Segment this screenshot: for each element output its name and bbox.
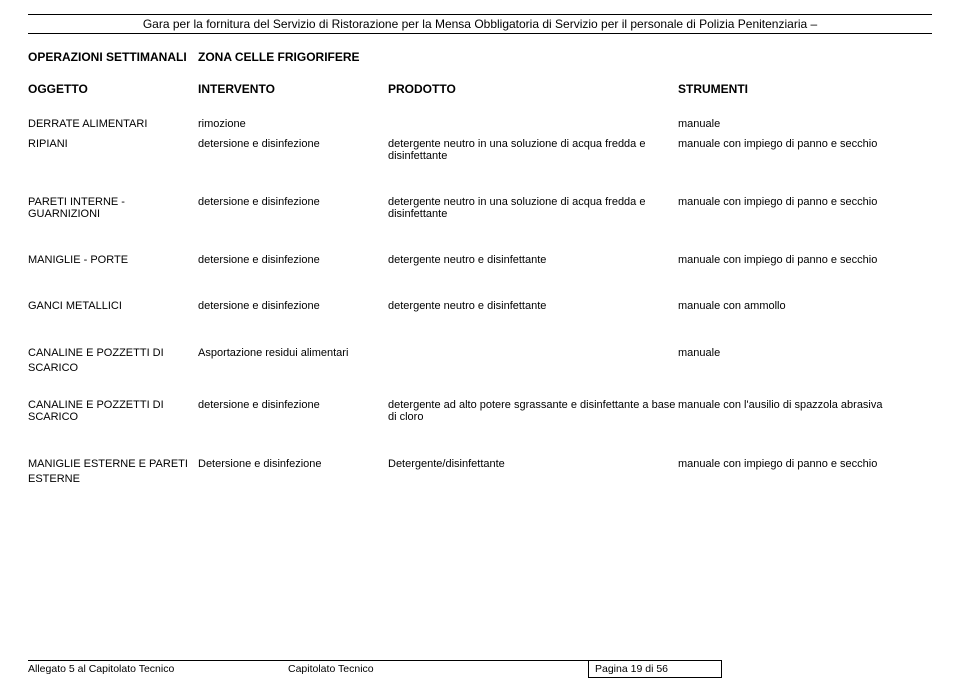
cell-strumenti: manuale con impiego di panno e secchio — [678, 254, 932, 266]
cell-prodotto: detergente neutro e disinfettante — [388, 254, 678, 266]
section-title-left: OPERAZIONI SETTIMANALI — [28, 50, 198, 64]
table-row: PARETI INTERNE - GUARNIZIONI detersione … — [28, 196, 932, 220]
header-prodotto: PRODOTTO — [388, 82, 678, 96]
cell-prodotto: Detergente/disinfettante — [388, 457, 678, 488]
footer-center: Capitolato Tecnico — [288, 660, 588, 678]
cell-intervento: detersione e disinfezione — [198, 399, 388, 423]
footer-page-label: Pagina — [595, 663, 628, 675]
footer-left: Allegato 5 al Capitolato Tecnico — [28, 660, 288, 678]
cell-intervento: Detersione e disinfezione — [198, 457, 388, 488]
footer-page-number: 19 — [631, 663, 643, 675]
footer-page: Pagina 19 di 56 — [588, 660, 722, 678]
cell-oggetto: DERRATE ALIMENTARI — [28, 118, 198, 130]
cell-prodotto: detergente neutro in una soluzione di ac… — [388, 196, 678, 220]
cell-intervento: Asportazione residui alimentari — [198, 346, 388, 377]
section-title-right: ZONA CELLE FRIGORIFERE — [198, 50, 360, 64]
table-row: RIPIANI detersione e disinfezione deterg… — [28, 138, 932, 162]
cell-oggetto: GANCI METALLICI — [28, 300, 198, 312]
table-row: MANIGLIE ESTERNE E PARETI ESTERNE Deters… — [28, 457, 932, 488]
cell-oggetto: CANALINE E POZZETTI DI SCARICO — [28, 399, 198, 423]
header-strumenti: STRUMENTI — [678, 82, 932, 96]
cell-strumenti: manuale con impiego di panno e secchio — [678, 196, 932, 220]
cell-intervento: detersione e disinfezione — [198, 196, 388, 220]
doc-header: Gara per la fornitura del Servizio di Ri… — [28, 14, 932, 34]
cell-strumenti: manuale — [678, 118, 932, 130]
table-row: GANCI METALLICI detersione e disinfezion… — [28, 300, 932, 312]
footer-of-label: di — [645, 663, 653, 675]
cell-strumenti: manuale — [678, 346, 932, 377]
cell-oggetto: CANALINE E POZZETTI DI SCARICO — [28, 346, 198, 377]
cell-intervento: rimozione — [198, 118, 388, 130]
cell-intervento: detersione e disinfezione — [198, 254, 388, 266]
cell-strumenti: manuale con impiego di panno e secchio — [678, 138, 932, 162]
footer-total-pages: 56 — [656, 663, 668, 675]
table-row: CANALINE E POZZETTI DI SCARICO detersion… — [28, 399, 932, 423]
cell-prodotto: detergente ad alto potere sgrassante e d… — [388, 399, 678, 423]
header-intervento: INTERVENTO — [198, 82, 388, 96]
cell-prodotto — [388, 346, 678, 377]
cell-strumenti: manuale con impiego di panno e secchio — [678, 457, 932, 488]
cell-oggetto: MANIGLIE ESTERNE E PARETI ESTERNE — [28, 457, 198, 488]
cell-prodotto: detergente neutro e disinfettante — [388, 300, 678, 312]
cell-prodotto — [388, 118, 678, 130]
cell-strumenti: manuale con ammollo — [678, 300, 932, 312]
cell-intervento: detersione e disinfezione — [198, 300, 388, 312]
cell-oggetto: MANIGLIE - PORTE — [28, 254, 198, 266]
column-headers: OGGETTO INTERVENTO PRODOTTO STRUMENTI — [28, 82, 932, 96]
cell-oggetto: PARETI INTERNE - GUARNIZIONI — [28, 196, 198, 220]
table-row: DERRATE ALIMENTARI rimozione manuale — [28, 118, 932, 130]
page-footer: Allegato 5 al Capitolato Tecnico Capitol… — [28, 660, 932, 678]
cell-strumenti: manuale con l'ausilio di spazzola abrasi… — [678, 399, 932, 423]
cell-intervento: detersione e disinfezione — [198, 138, 388, 162]
table-row: CANALINE E POZZETTI DI SCARICO Asportazi… — [28, 346, 932, 377]
cell-prodotto: detergente neutro in una soluzione di ac… — [388, 138, 678, 162]
section-title-row: OPERAZIONI SETTIMANALI ZONA CELLE FRIGOR… — [28, 50, 932, 64]
cell-oggetto: RIPIANI — [28, 138, 198, 162]
table-row: MANIGLIE - PORTE detersione e disinfezio… — [28, 254, 932, 266]
header-oggetto: OGGETTO — [28, 82, 198, 96]
